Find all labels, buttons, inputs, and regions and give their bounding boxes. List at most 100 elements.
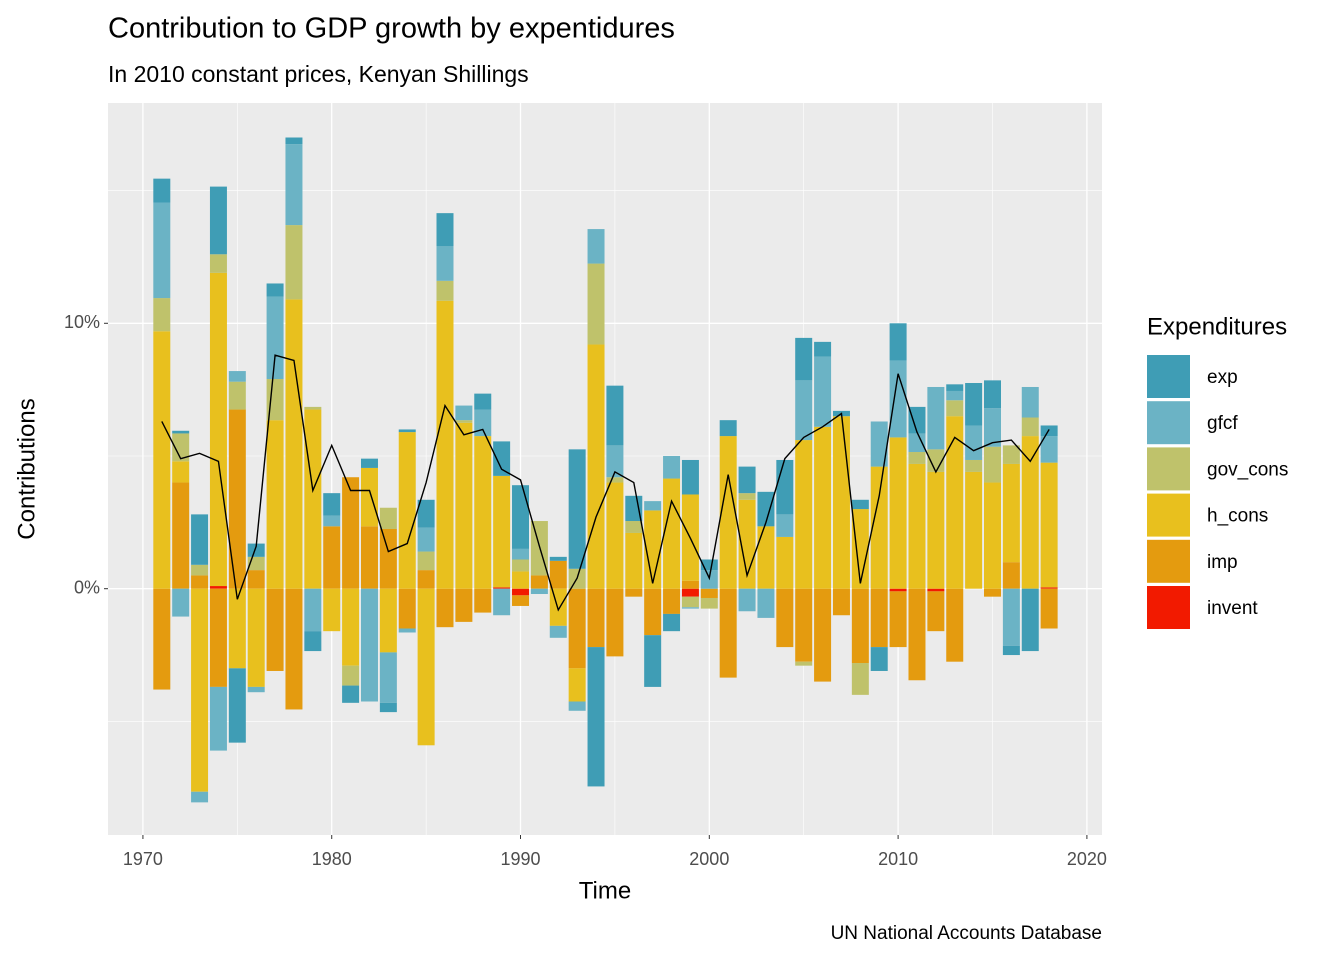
bar-segment [530, 588, 548, 595]
bar-segment [398, 588, 416, 629]
bar-segment [455, 420, 473, 423]
bar-segment [984, 482, 1001, 589]
bar-segment [512, 588, 530, 596]
bar-segment [153, 331, 171, 589]
bar-segment [757, 588, 775, 618]
bar-segment [738, 466, 756, 494]
bar-segment [266, 588, 284, 671]
bar-segment [719, 420, 737, 437]
bar-segment [474, 393, 492, 410]
bar-segment [417, 527, 435, 552]
bar-segment [266, 379, 284, 421]
bar-segment [512, 548, 530, 560]
legend-label: gov_cons [1207, 459, 1288, 480]
bar-segment [379, 528, 397, 589]
bar-segment [191, 791, 209, 803]
bar-segment [663, 478, 681, 589]
bar-segment [549, 560, 567, 589]
bar-segment [587, 588, 605, 648]
bar-segment [172, 430, 190, 434]
bar-segment [776, 536, 794, 589]
bar-segment [1021, 417, 1039, 437]
bar-segment [417, 570, 435, 589]
bar-segment [266, 420, 284, 589]
bar-segment [1040, 588, 1058, 629]
bar-segment [889, 360, 907, 438]
legend-key [1147, 355, 1190, 398]
bar-segment [228, 381, 246, 410]
bar-segment [663, 588, 681, 614]
bar-segment [832, 588, 850, 616]
bar-segment [568, 449, 586, 569]
y-tick-label: 10% [64, 312, 100, 332]
bar-segment [417, 499, 435, 528]
bar-segment [946, 390, 964, 401]
bar-segment [946, 416, 964, 589]
x-tick-label: 2010 [878, 849, 918, 869]
bar-segment [776, 514, 794, 537]
bar-segment [209, 586, 227, 589]
bar-segment [795, 337, 813, 381]
bar-segment [549, 625, 567, 638]
bar-segment [379, 507, 397, 529]
bar-segment [1040, 462, 1058, 588]
bar-segment [927, 386, 945, 450]
bar-segment [606, 482, 624, 589]
bar-segment [323, 588, 341, 632]
bar-segment [625, 588, 643, 597]
x-tick-label: 1970 [123, 849, 163, 869]
bar-segment [1002, 562, 1020, 589]
bar-segment [984, 588, 1001, 597]
bar-segment [228, 668, 246, 743]
legend-key [1147, 586, 1190, 629]
bar-segment [455, 405, 473, 421]
x-tick-label: 2000 [689, 849, 729, 869]
bar-segment [436, 213, 454, 247]
bar-segment [757, 526, 775, 589]
y-tick-label: 0% [74, 577, 100, 597]
bar-segment [870, 588, 888, 648]
bar-segment [681, 596, 699, 608]
bar-segment [228, 371, 246, 382]
bar-segment [681, 580, 699, 589]
x-axis-title: Time [579, 877, 631, 904]
bar-segment [663, 613, 681, 632]
bar-segment [1002, 463, 1020, 563]
bar-segment [681, 588, 699, 597]
bar-segment [512, 595, 530, 606]
x-tick-label: 1990 [500, 849, 540, 869]
bar-segment [663, 455, 681, 479]
bar-segment [644, 635, 662, 687]
bar-segment [927, 588, 945, 592]
bar-segment [209, 186, 227, 255]
bar-segment [814, 588, 832, 682]
bar-segment [870, 466, 888, 589]
bar-segment [153, 202, 171, 299]
bar-segment [455, 588, 473, 622]
bar-segment [172, 461, 190, 483]
legend-key [1147, 493, 1190, 537]
bar-segment [379, 652, 397, 703]
bar-segment [1002, 588, 1020, 646]
bar-segment [285, 137, 303, 145]
bar-segment [946, 384, 964, 391]
bar-segment [153, 178, 171, 203]
bar-segment [568, 701, 586, 711]
bar-segment [606, 385, 624, 446]
bar-segment [795, 661, 813, 666]
bar-segment [587, 647, 605, 787]
bar-segment [965, 471, 983, 589]
caption: UN National Accounts Database [831, 923, 1102, 944]
bar-segment [342, 588, 360, 666]
bar-segment [304, 588, 322, 632]
bar-segment [436, 280, 454, 301]
bar-segment [625, 521, 643, 533]
growth-line [161, 354, 1050, 612]
bar-segment [851, 499, 869, 510]
bar-segment [568, 588, 586, 669]
y-axis-title: Contributions [13, 398, 40, 539]
legend-key [1147, 401, 1190, 445]
bar-segment [191, 588, 209, 792]
bar-segment [228, 409, 246, 589]
bar-segment [700, 559, 718, 571]
